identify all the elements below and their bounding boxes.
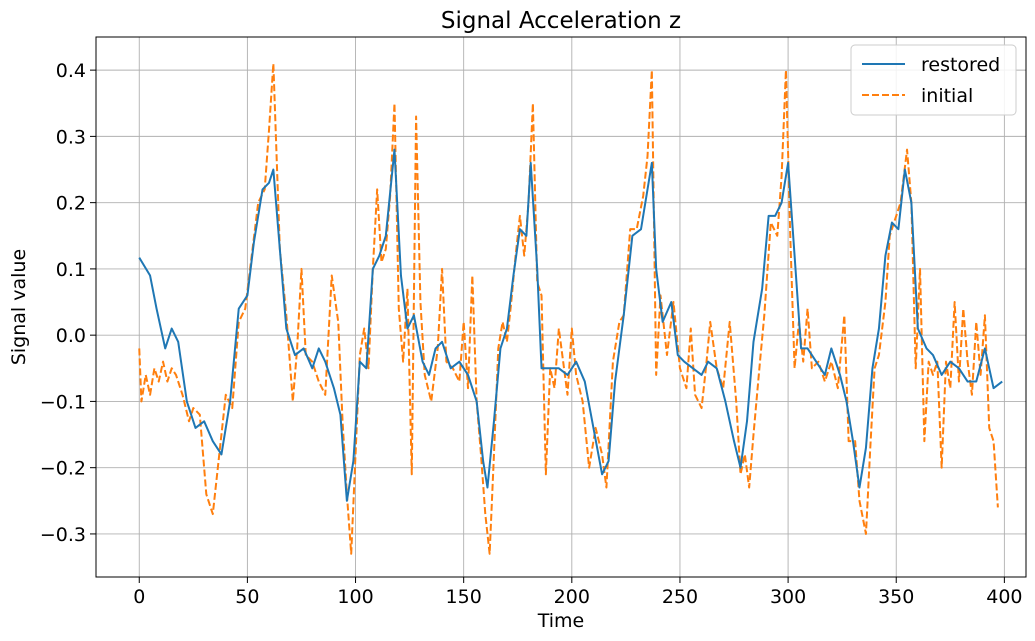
y-tick-label: 0.1 (56, 259, 86, 281)
y-tick-label: −0.3 (40, 524, 86, 546)
plot-area-frame (95, 36, 1027, 578)
y-tick-label: −0.2 (40, 458, 86, 480)
y-tick-label: −0.1 (40, 391, 86, 413)
x-tick-label: 350 (878, 586, 914, 608)
grid-lines (96, 37, 1026, 577)
y-tick-label: 0.2 (56, 193, 86, 215)
x-tick-label: 50 (235, 586, 259, 608)
series-line-restored (138, 148, 1003, 502)
x-tick-label: 0 (133, 586, 145, 608)
x-tick-label: 150 (446, 586, 482, 608)
x-tick-label: 200 (554, 586, 590, 608)
legend-box (850, 44, 1017, 116)
x-tick-label: 100 (337, 586, 373, 608)
x-axis: 0 50 100 150 200 250 300 350 400 (133, 577, 1023, 608)
x-tick-label: 250 (662, 586, 698, 608)
y-tick-label: 0.3 (56, 126, 86, 148)
y-tick-label: 0.4 (56, 60, 86, 82)
series-line-initial (138, 62, 999, 555)
y-axis-label: Signal value (8, 249, 30, 365)
series-layer (138, 62, 1003, 555)
y-tick-label: 0.0 (56, 325, 86, 347)
legend-label-restored: restored (921, 54, 1000, 76)
legend-label-initial: initial (921, 85, 973, 107)
chart-title: Signal Acceleration z (441, 8, 681, 34)
x-axis-label: Time (537, 610, 585, 632)
y-axis: −0.3 −0.2 −0.1 0.0 0.1 0.2 0.3 0.4 (40, 60, 96, 546)
legend: restored initial (850, 44, 1017, 116)
x-tick-label: 300 (770, 586, 806, 608)
x-tick-label: 400 (986, 586, 1022, 608)
